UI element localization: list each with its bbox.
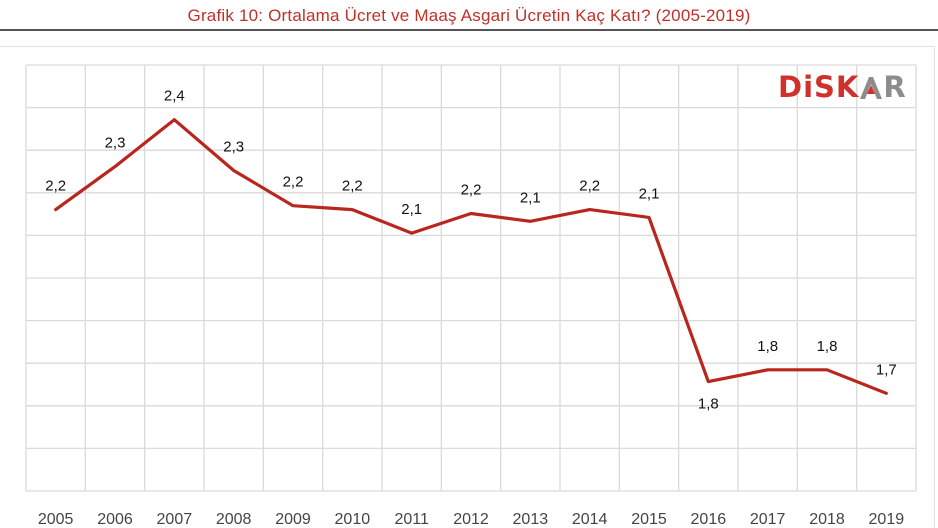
series-line	[54, 118, 888, 395]
data-label: 2,1	[520, 189, 541, 206]
data-label: 1,8	[817, 338, 838, 355]
data-label: 2,4	[164, 88, 185, 105]
diskar-logo: DiSK R	[778, 70, 907, 104]
data-label: 1,8	[757, 338, 778, 355]
title-divider	[0, 29, 938, 31]
x-tick-label: 2007	[157, 511, 193, 527]
x-tick-label: 2013	[513, 511, 549, 527]
x-axis-tick-labels: 2005 2006 2007 2008 2009 2010 2011 2012 2013 2014…	[38, 511, 904, 527]
data-label: 2,2	[45, 178, 66, 195]
logo-text-red: DiSK	[778, 70, 860, 104]
data-series	[54, 118, 888, 395]
data-labels: 2,2 2,3 2,4 2,3 2,2 2,2 2,1 2,2 2,1 2,2 2,1 1,8 1,8 1…	[45, 88, 897, 413]
data-label: 1,7	[876, 361, 897, 378]
x-tick-label: 2006	[97, 511, 133, 527]
x-tick-label: 2015	[631, 511, 667, 527]
logo-triangle-icon	[859, 70, 883, 104]
x-tick-label: 2012	[453, 511, 489, 527]
data-label: 2,2	[283, 174, 304, 191]
x-tick-label: 2011	[394, 511, 429, 527]
x-tick-label: 2018	[809, 511, 845, 527]
logo-text-gray: R	[883, 70, 907, 104]
data-label: 2,2	[342, 178, 363, 195]
x-tick-label: 2014	[572, 511, 608, 527]
x-tick-label: 2009	[275, 511, 311, 527]
chart-title: Grafik 10: Ortalama Ücret ve Maaş Asgari…	[187, 6, 751, 25]
x-tick-label: 2017	[750, 511, 786, 527]
gridlines	[25, 64, 917, 492]
data-label: 2,2	[579, 178, 600, 195]
chart-frame	[0, 46, 935, 528]
x-tick-label: 2019	[869, 511, 905, 527]
data-label: 2,3	[223, 139, 244, 156]
x-tick-label: 2005	[38, 511, 74, 527]
x-tick-label: 2010	[335, 511, 371, 527]
x-tick-label: 2008	[216, 511, 252, 527]
data-label: 2,2	[461, 182, 482, 199]
data-label: 2,1	[401, 201, 422, 218]
data-label: 2,3	[105, 135, 126, 152]
data-label: 1,8	[698, 396, 719, 413]
x-tick-label: 2016	[691, 511, 727, 527]
data-label: 2,1	[639, 185, 660, 202]
